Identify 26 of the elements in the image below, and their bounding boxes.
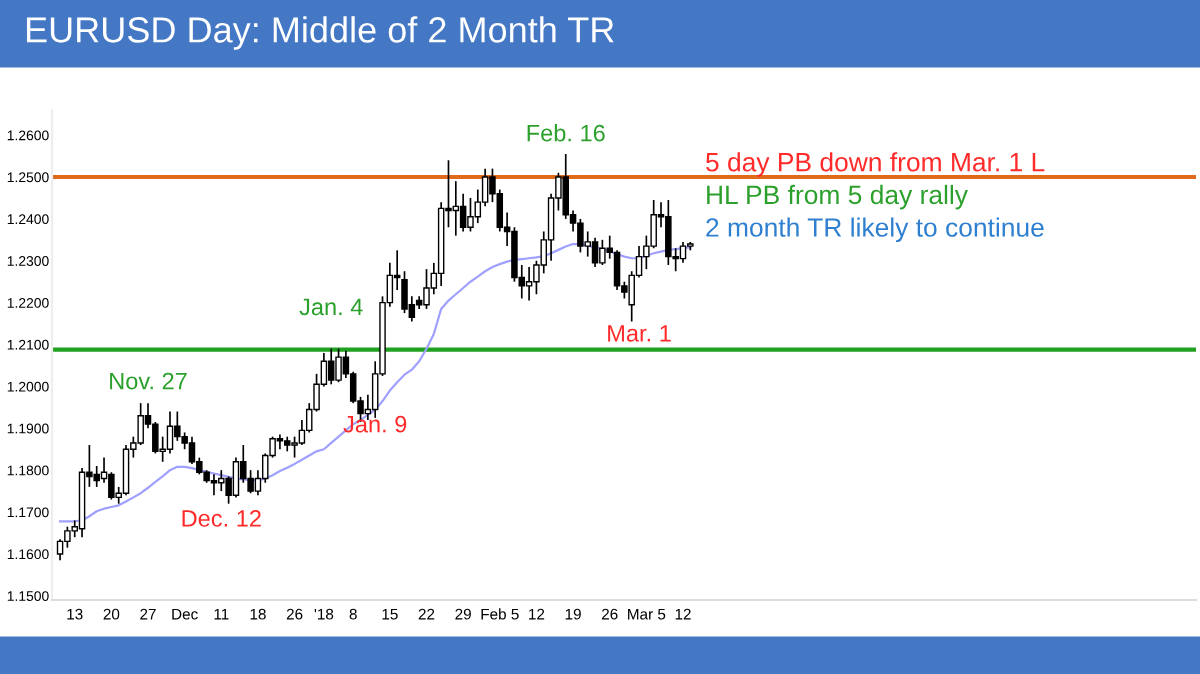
candlestick <box>174 410 181 442</box>
candlestick <box>423 268 430 310</box>
candlestick <box>327 347 335 386</box>
candlestick <box>577 218 584 254</box>
text: 5 day PB down from Mar. 1 L <box>706 152 1045 177</box>
candlestick <box>525 266 533 302</box>
annotation: Mar. 1 <box>608 325 671 342</box>
annotation: Jan. 9 <box>343 415 407 433</box>
candlestick <box>665 199 672 266</box>
candlestick <box>335 347 342 384</box>
candlestick <box>166 410 174 455</box>
candlestick <box>679 241 687 264</box>
candlestick <box>584 230 591 258</box>
annotation: Nov. 27 <box>110 372 187 390</box>
candlestick <box>599 238 606 266</box>
candlestick <box>218 469 225 492</box>
candlestick <box>56 538 64 562</box>
candlestick <box>122 444 130 497</box>
annotation: Dec. 12 <box>182 510 261 527</box>
annotation: Feb. 16 <box>527 124 605 142</box>
chart-title: EURUSD Day: Middle of 2 Month TR <box>26 16 614 50</box>
candlestick <box>591 236 599 268</box>
text: HL PB from 5 day rally <box>707 184 968 210</box>
text: 2 month TR likely to continue <box>706 217 1044 243</box>
annotation: Jan. 4 <box>299 298 363 316</box>
candlestick <box>467 197 474 233</box>
